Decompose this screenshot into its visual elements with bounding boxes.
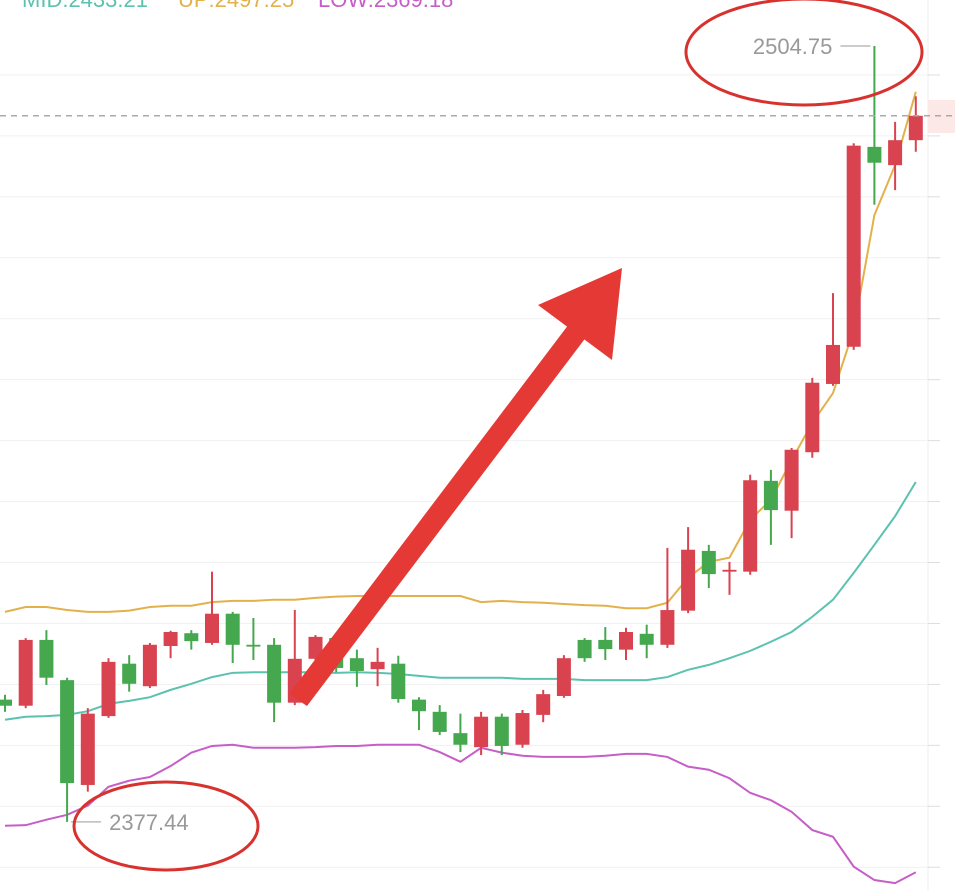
candle-body — [142, 644, 157, 687]
header-label: LOW:2369.18 — [318, 0, 453, 12]
candle-body — [474, 716, 489, 748]
candle-body — [681, 549, 696, 611]
candle-body — [370, 661, 385, 670]
band-line — [4, 743, 917, 885]
candle-body — [846, 145, 861, 347]
candle-body — [805, 382, 820, 453]
candle-body — [122, 663, 137, 684]
arrow-shaft — [289, 324, 587, 706]
candle-body — [101, 661, 116, 717]
candle-body — [0, 699, 12, 706]
candle-body — [826, 344, 840, 384]
candle-body — [432, 711, 447, 732]
candle-body — [515, 713, 530, 745]
candle-body — [867, 146, 882, 163]
candle-body — [163, 631, 178, 647]
candle-body — [639, 633, 654, 645]
candle-body — [267, 644, 282, 703]
candle-body — [39, 639, 54, 678]
candle-body — [391, 663, 406, 700]
candle-body — [660, 610, 675, 645]
candle-body — [888, 140, 903, 166]
candle-body — [184, 633, 199, 642]
min-label: 2377.44 — [109, 810, 189, 835]
candle-body — [763, 480, 778, 511]
highlight-ellipse — [72, 780, 260, 872]
candle-body — [349, 658, 364, 671]
candle-body — [453, 733, 468, 745]
candle-body — [80, 713, 95, 785]
candle-body — [18, 639, 33, 706]
candle-body — [556, 658, 571, 696]
candle-body — [246, 644, 261, 647]
candle-body — [60, 680, 75, 784]
candle-body — [784, 449, 799, 511]
band-line — [4, 481, 917, 721]
header-label: UP:2497.25 — [178, 0, 294, 12]
max-label: 2504.75 — [753, 34, 833, 59]
candle-body — [577, 639, 592, 659]
candle-body — [308, 636, 323, 659]
candle-body — [743, 480, 758, 572]
candle-body — [536, 694, 551, 715]
candle-body — [205, 613, 219, 643]
candle-body — [619, 631, 633, 650]
arrow-head — [538, 268, 622, 360]
candle-body — [908, 115, 923, 141]
candle-body — [494, 716, 509, 746]
highlight-ellipse — [684, 0, 924, 107]
candle-body — [722, 569, 737, 572]
candle-body — [225, 613, 240, 645]
candle-body — [412, 699, 426, 712]
header-label: MID:2433.21 — [22, 0, 148, 12]
candle-body — [598, 639, 613, 650]
candle-body — [701, 550, 716, 575]
